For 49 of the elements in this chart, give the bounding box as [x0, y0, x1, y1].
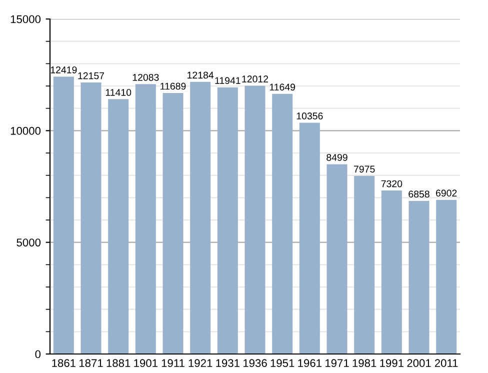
x-tick-label: 2001 [407, 359, 431, 368]
y-tick-label: 5000 [16, 238, 41, 246]
x-tick-label: 1861 [52, 359, 76, 368]
data-label: 7975 [354, 166, 375, 173]
data-label: 12184 [188, 72, 214, 79]
data-label: 12083 [132, 74, 159, 81]
bar [354, 176, 375, 354]
bar [162, 92, 184, 354]
bar [326, 164, 348, 354]
y-tick-label: 0 [35, 350, 41, 358]
data-label: 6858 [408, 190, 430, 198]
bar [272, 94, 293, 354]
x-tick-label: 1971 [325, 359, 349, 368]
x-tick-label: 1936 [243, 359, 267, 368]
data-label: 11941 [215, 77, 240, 84]
data-label: 10356 [296, 112, 323, 120]
data-label: 12012 [242, 76, 268, 82]
bar [408, 200, 430, 354]
bar [135, 84, 156, 354]
bar [80, 82, 102, 354]
bar [53, 76, 74, 354]
x-tick-label: 1991 [380, 359, 404, 368]
data-label: 12419 [50, 66, 77, 74]
data-label: 12157 [78, 72, 104, 80]
bar [299, 122, 320, 354]
x-tick-label: 1901 [134, 359, 158, 368]
x-tick-label: 1881 [106, 359, 130, 368]
x-tick-label: 1921 [188, 359, 212, 368]
data-label: 8499 [326, 154, 348, 161]
data-label: 6902 [436, 190, 457, 197]
x-tick-label: 1951 [270, 359, 294, 368]
x-tick-label: 1871 [79, 359, 103, 368]
data-label: 7320 [381, 180, 402, 188]
data-label: 11649 [270, 84, 296, 91]
bar [108, 99, 129, 354]
x-tick-label: 1911 [162, 359, 184, 368]
x-tick-label: 1961 [298, 359, 322, 368]
bar [217, 87, 238, 354]
data-label: 11410 [106, 88, 132, 96]
bar [190, 82, 211, 354]
y-tick-label: 15000 [10, 15, 41, 24]
bar [244, 86, 266, 354]
bar [436, 200, 457, 354]
x-tick-label: 1931 [216, 359, 240, 368]
bar [381, 190, 402, 354]
data-label: 11689 [160, 82, 186, 90]
x-tick-label: 1981 [352, 359, 376, 368]
y-tick-label: 10000 [10, 126, 41, 135]
x-tick-label: 2011 [434, 359, 458, 368]
